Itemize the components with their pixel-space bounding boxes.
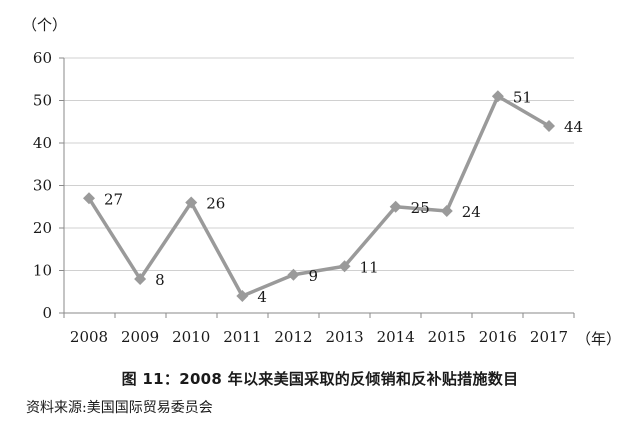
x-axis-unit-label: （年） — [576, 330, 621, 348]
x-tick-label: 2017 — [530, 328, 568, 346]
chart-svg: 0 10 20 30 40 50 60 2008 2009 2010 2011 2012 2013 201… — [22, 16, 621, 348]
gridlines — [64, 57, 574, 271]
x-tick-label: 2016 — [479, 328, 517, 346]
x-tick-label: 2014 — [377, 328, 415, 346]
x-tick-label: 2011 — [223, 328, 261, 346]
series-polyline — [87, 94, 550, 298]
data-label: 9 — [308, 267, 318, 285]
y-tick-label: 60 — [33, 49, 52, 67]
data-label: 8 — [155, 271, 165, 289]
data-label: 24 — [462, 203, 481, 221]
data-point-marker — [236, 290, 249, 302]
data-label: 25 — [411, 199, 430, 217]
data-point-marker — [543, 120, 555, 132]
series-line — [87, 94, 550, 298]
data-point-marker — [440, 205, 453, 217]
data-point-marker — [185, 196, 198, 209]
data-label: 11 — [360, 258, 379, 276]
x-tick-label: 2009 — [121, 328, 159, 346]
y-tick-label: 30 — [33, 177, 52, 195]
data-label: 4 — [257, 288, 267, 306]
data-point-marker — [287, 268, 300, 281]
data-point-marker — [83, 192, 95, 205]
data-label: 27 — [104, 190, 123, 208]
series-markers — [83, 90, 555, 302]
data-label: 44 — [564, 118, 583, 136]
y-tick-label: 50 — [33, 92, 52, 110]
x-tick-label: 2012 — [274, 328, 312, 346]
y-axis-unit-label: （个） — [22, 16, 67, 34]
y-tick-label: 0 — [42, 304, 52, 322]
data-point-marker — [389, 200, 402, 213]
x-tick-label: 2008 — [70, 328, 108, 346]
data-point-marker — [338, 260, 351, 273]
source-note: 资料来源:美国国际贸易委员会 — [26, 400, 213, 416]
y-tick-label: 40 — [33, 134, 52, 152]
data-label: 51 — [513, 88, 532, 106]
data-labels: 27 8 26 4 9 11 25 24 51 44 — [104, 88, 583, 306]
data-point-marker — [491, 90, 504, 103]
data-point-marker — [134, 273, 147, 285]
x-tick-label: 2015 — [428, 328, 466, 346]
figure-caption: 图 11：2008 年以来美国采取的反倾销和反补贴措施数目 — [121, 370, 519, 388]
y-tick-label: 10 — [33, 262, 52, 280]
y-tick-label: 20 — [33, 219, 52, 237]
data-label: 26 — [206, 195, 225, 213]
line-chart: 0 10 20 30 40 50 60 2008 2009 2010 2011 2012 2013 201… — [22, 16, 621, 348]
x-tick-label: 2010 — [172, 328, 210, 346]
tick-labels: 0 10 20 30 40 50 60 2008 2009 2010 2011 2012 2013 201… — [33, 49, 568, 346]
axes — [59, 57, 575, 318]
x-tick-label: 2013 — [325, 328, 363, 346]
